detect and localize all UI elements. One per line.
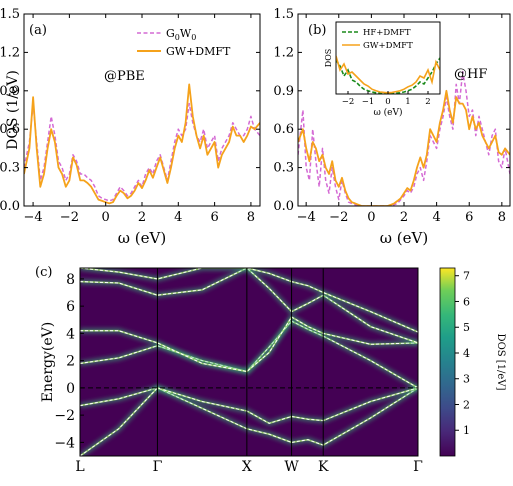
panel-a-annotation: @PBE (104, 69, 145, 84)
panel-a-ticks: −4 −2 0 2 4 6 8 0.0 0.3 0.6 0.9 1.2 1.5 (0, 7, 260, 225)
colorbar-tick-label: 6 (463, 295, 470, 308)
colorbar-tick-label: 2 (463, 398, 470, 411)
panel-a-ylabel: DOS (1/eV) (5, 70, 21, 150)
inset-x-tick-label: 0 (385, 97, 390, 107)
panel-c-plot-area (80, 268, 418, 456)
y-tick-label: 0.0 (273, 199, 294, 214)
x-tick-label: 2 (400, 210, 408, 225)
k-point-label: K (318, 459, 329, 475)
band-dft-dashed (80, 320, 418, 389)
legend-g0w0-label: G0W0 (166, 27, 196, 42)
x-tick-label: 8 (498, 210, 506, 225)
y-tick-label: 0.9 (273, 84, 294, 99)
panel-b-label: (b) (308, 23, 326, 38)
x-tick-label: 0 (367, 210, 375, 225)
y-tick-label: 0.0 (0, 199, 20, 214)
y-tick-label: 1.5 (0, 7, 20, 22)
inset-legend-hfdmft-label: HF+DMFT (363, 28, 411, 38)
inset-x-tick-label: −1 (362, 97, 375, 107)
x-tick-label: 4 (174, 210, 182, 225)
panel-c-frame (79, 267, 419, 457)
series-line-curve-2 (298, 89, 510, 206)
y-tick-label: −4 (54, 435, 75, 451)
band-dft-dashed (80, 268, 418, 333)
x-tick-label: −2 (329, 210, 348, 225)
x-tick-label: −4 (297, 210, 316, 225)
inset-ylabel: DOS (324, 49, 333, 67)
x-tick-label: −2 (60, 210, 79, 225)
legend-gwdmft-label: GW+DMFT (166, 45, 231, 58)
y-tick-label: −2 (54, 408, 75, 424)
panel-b-plot-area (298, 70, 510, 206)
band-dft-dashed (80, 387, 418, 446)
inset-legend-gwdmft-label: GW+DMFT (363, 41, 413, 51)
k-point-label: X (242, 459, 252, 475)
panel-a-legend: G0W0 GW+DMFT (137, 27, 231, 58)
panel-a-frame (23, 13, 261, 207)
panel-a-xlabel: ω (eV) (118, 229, 166, 247)
panel-c-label: (c) (35, 265, 52, 280)
y-tick-label: 0.6 (0, 122, 20, 137)
y-tick-label: 0.3 (273, 161, 294, 176)
panel-b-ticks: −4 −2 0 2 4 6 8 0.0 0.3 0.6 0.9 1.2 1.5 (273, 7, 510, 225)
y-tick-label: 4 (66, 326, 75, 342)
band-dft-dashed (80, 268, 418, 344)
inset-x-tick-label: 1 (405, 97, 410, 107)
x-tick-label: 8 (247, 210, 255, 225)
panel-b-inset: −2 −1 0 1 2 DOS ω (eV) HF+DMFT GW+DMFT (324, 21, 441, 118)
colorbar-ticks: 1 2 3 4 5 6 7 (455, 270, 470, 437)
colorbar-tick-label: 5 (463, 321, 470, 334)
panel-c-ticks: L Γ X W K Γ −4 −2 0 2 4 6 8 (54, 272, 423, 475)
panel-a-plot-area (24, 83, 260, 205)
y-tick-label: 0 (66, 381, 75, 397)
x-tick-label: 6 (210, 210, 218, 225)
x-tick-label: 0 (102, 210, 110, 225)
x-tick-label: 2 (138, 210, 146, 225)
band-dft-dashed (80, 316, 418, 373)
inset-xlabel: ω (eV) (373, 107, 402, 118)
y-tick-label: 1.5 (273, 7, 294, 22)
k-point-label: Γ (153, 459, 163, 475)
panel-c: L Γ X W K Γ −4 −2 0 2 4 6 8 (c) Energy(eV) 1 2 3 4 5 6 7 D… (35, 265, 506, 475)
y-tick-label: 1.2 (273, 45, 294, 60)
inset-x-tick-label: 2 (425, 97, 430, 107)
panel-b-annotation: @HF (454, 67, 487, 82)
panel-b-xlabel: ω (eV) (380, 229, 428, 247)
panel-b: −4 −2 0 2 4 6 8 0.0 0.3 0.6 0.9 1.2 1.5 (b) @HF ω (e… (273, 7, 511, 247)
y-tick-label: 0.3 (0, 161, 20, 176)
y-tick-label: 2 (66, 354, 75, 370)
colorbar-tick-label: 3 (463, 373, 470, 386)
colorbar-label: DOS [1/eV] (495, 334, 506, 391)
y-tick-label: 0.9 (0, 84, 20, 99)
y-tick-label: 0.6 (273, 122, 294, 137)
colorbar-tick-label: 1 (463, 424, 470, 437)
inset-ticks: −2 −1 0 1 2 (342, 91, 431, 107)
panel-a-label: (a) (29, 23, 47, 38)
series-line-curve-1 (298, 70, 510, 206)
k-point-label: L (75, 459, 84, 475)
colorbar-tick-label: 4 (463, 347, 470, 360)
colorbar: 1 2 3 4 5 6 7 DOS [1/eV] (439, 267, 506, 457)
k-point-label: Γ (413, 459, 423, 475)
panel-a: −4 −2 0 2 4 6 8 0.0 0.3 0.6 0.9 1.2 1.5 (a) @PBE DOS… (0, 7, 261, 247)
y-tick-label: 6 (66, 299, 75, 315)
series-line-gw-dmft (24, 83, 260, 205)
panel-c-ylabel: Energy(eV) (40, 322, 56, 402)
y-tick-label: 8 (66, 272, 75, 288)
colorbar-tick-label: 7 (463, 270, 470, 283)
x-tick-label: 6 (465, 210, 473, 225)
k-point-label: W (284, 459, 299, 475)
band-dft-dashed (80, 387, 418, 456)
y-tick-label: 1.2 (0, 45, 20, 60)
inset-frame (335, 21, 441, 95)
inset-x-tick-label: −2 (342, 97, 355, 107)
x-tick-label: −4 (23, 210, 42, 225)
x-tick-label: 4 (432, 210, 440, 225)
colorbar-gradient (439, 267, 456, 457)
